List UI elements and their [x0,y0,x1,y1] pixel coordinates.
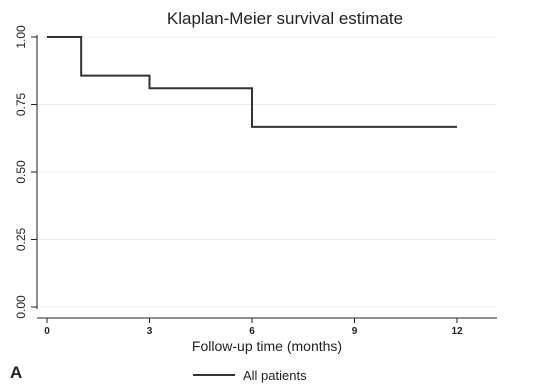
grid-lines [37,37,497,307]
y-axis: 0.00 0.25 0.50 0.75 1.00 [14,25,37,319]
y-tick-label-0: 0.00 [14,295,28,319]
legend-label-all-patients: All patients [243,368,307,383]
chart-title: Klaplan-Meier survival estimate [167,9,403,28]
series-line-0 [47,37,457,127]
y-tick-label-3: 0.75 [14,92,28,116]
x-tick-label-4: 12 [451,326,463,337]
series-group [47,37,457,127]
x-axis: 0 3 6 9 12 [37,318,497,337]
panel-label: A [10,363,22,382]
x-tick-label-0: 0 [44,326,50,337]
x-axis-label: Follow-up time (months) [192,338,342,354]
y-tick-label-2: 0.50 [14,160,28,184]
x-tick-label-1: 3 [147,326,153,337]
y-tick-label-4: 1.00 [14,25,28,49]
x-tick-label-3: 9 [352,326,358,337]
x-tick-label-2: 6 [249,326,255,337]
legend: All patients [193,368,307,383]
y-tick-label-1: 0.25 [14,227,28,251]
